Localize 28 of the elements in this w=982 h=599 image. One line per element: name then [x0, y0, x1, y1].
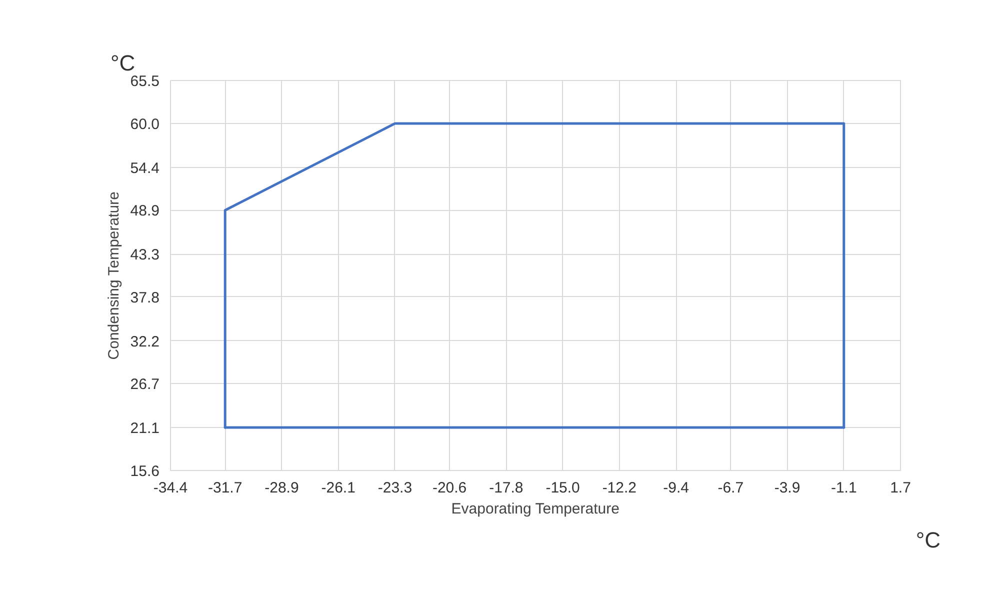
x-tick-label: -23.3: [378, 480, 412, 496]
text: °C: [916, 528, 941, 552]
y-tick-label: 21.1: [130, 420, 160, 438]
y-tick-label: 65.5: [130, 73, 160, 90]
x-tick-label: -31.7: [208, 480, 242, 496]
y-tick-label: 32.2: [130, 333, 160, 350]
x-tick-label: -1.1: [830, 480, 857, 496]
x-tick-label: 1.7: [890, 480, 911, 496]
x-tick-label: -3.9: [774, 480, 800, 496]
text: °C: [110, 50, 136, 76]
y-tick-label: 15.6: [130, 463, 160, 480]
x-tick-label: -28.9: [264, 480, 299, 496]
y-axis-title: Condensing Temperature: [105, 192, 122, 360]
y-tick-label: 37.8: [130, 289, 160, 306]
y-tick-label: 26.7: [130, 376, 160, 394]
y-tick-label: 43.3: [130, 246, 160, 264]
x-tick-label: -17.8: [489, 480, 524, 496]
y-tick-label: 54.4: [130, 160, 160, 177]
x-tick-label: -6.7: [718, 480, 744, 496]
y-tick-label: 48.9: [130, 202, 160, 220]
x-tick-label: -9.4: [663, 480, 689, 496]
x-tick-label: -15.0: [546, 480, 580, 496]
y-tick-label: 60.0: [130, 116, 160, 133]
x-tick-label: -34.4: [153, 480, 188, 496]
x-axis-title: Evaporating Temperature: [451, 500, 620, 518]
x-tick-label: -20.6: [432, 480, 467, 496]
x-tick-label: -26.1: [321, 480, 356, 496]
x-tick-label: -12.2: [602, 480, 637, 496]
